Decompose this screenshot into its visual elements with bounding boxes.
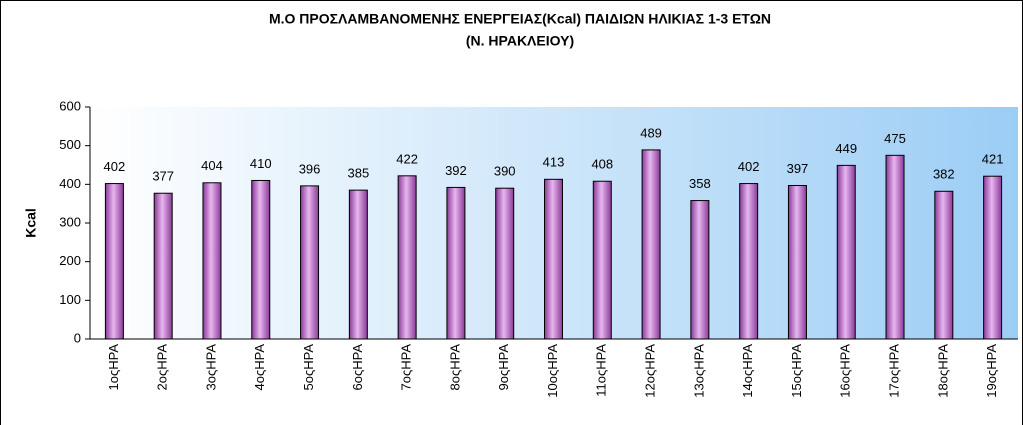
data-label: 377 [152, 169, 174, 184]
bar [446, 186, 466, 340]
x-tick-label: 7οςΗΡΑ [399, 344, 414, 391]
bar [495, 187, 515, 340]
bar [153, 192, 173, 340]
data-label: 385 [347, 166, 369, 181]
bar [202, 182, 222, 340]
x-tick-label: 15οςΗΡΑ [789, 344, 804, 398]
y-tick-label: 600 [59, 98, 81, 113]
x-tick-label: 10οςΗΡΑ [545, 344, 560, 398]
data-label: 382 [933, 167, 955, 182]
bar [397, 175, 417, 340]
y-axis-label: Kcal [23, 208, 39, 238]
x-tick-label: 4οςΗΡΑ [252, 344, 267, 391]
bar [983, 175, 1003, 340]
chart-subtitle: (Ν. ΗΡΑΚΛΕΙΟΥ) [466, 33, 574, 49]
x-tick-label: 6οςΗΡΑ [350, 344, 365, 391]
x-tick-label: 14οςΗΡΑ [740, 344, 755, 398]
bar [690, 200, 710, 340]
bar [641, 149, 661, 340]
bar [544, 178, 563, 340]
bar [300, 185, 320, 340]
x-tick-label: 5οςΗΡΑ [301, 344, 316, 391]
data-label: 402 [738, 159, 760, 174]
bar [836, 164, 856, 340]
data-label: 404 [201, 158, 223, 173]
x-tick-label: 3οςΗΡΑ [203, 344, 218, 391]
x-tick-label: 9οςΗΡΑ [496, 344, 511, 391]
x-tick-label: 19οςΗΡΑ [984, 344, 999, 398]
y-tick-label: 500 [59, 137, 81, 152]
x-tick-label: 1οςΗΡΑ [106, 344, 121, 391]
data-label: 410 [250, 156, 272, 171]
data-label: 449 [835, 141, 857, 156]
bar [104, 183, 124, 340]
y-tick-label: 200 [59, 253, 81, 268]
y-tick-label: 400 [59, 176, 81, 191]
data-label: 421 [982, 152, 1004, 167]
bar [739, 183, 759, 340]
x-tick-label: 11οςΗΡΑ [594, 344, 609, 397]
x-tick-label: 13οςΗΡΑ [691, 344, 706, 398]
data-label: 422 [396, 151, 418, 166]
data-label: 489 [640, 125, 662, 140]
y-tick-label: 300 [59, 214, 81, 229]
data-label: 413 [543, 155, 565, 170]
x-tick-label: 16οςΗΡΑ [838, 344, 853, 398]
x-tick-label: 18οςΗΡΑ [935, 344, 950, 398]
chart-title: Μ.Ο ΠΡΟΣΛΑΜΒΑΝΟΜΕΝΗΣ ΕΝΕΡΓΕΙΑΣ(Kcal) ΠΑΙ… [269, 11, 771, 27]
bar [885, 154, 905, 340]
data-label: 475 [884, 131, 906, 146]
bar [592, 180, 612, 340]
bar [934, 190, 954, 340]
x-tick-label: 12οςΗΡΑ [643, 344, 658, 398]
x-tick-label: 17οςΗΡΑ [886, 344, 901, 398]
bar [348, 189, 368, 340]
y-tick-label: 0 [74, 330, 81, 345]
data-label: 408 [591, 157, 613, 172]
y-tick-label: 100 [59, 292, 81, 307]
x-tick-label: 2οςΗΡΑ [155, 344, 170, 391]
bar [787, 184, 807, 340]
x-tick-label: 8οςΗΡΑ [447, 344, 462, 391]
data-label: 392 [445, 163, 467, 178]
data-label: 402 [104, 159, 126, 174]
data-label: 390 [494, 164, 516, 179]
data-label: 358 [689, 176, 711, 191]
data-label: 397 [787, 161, 809, 176]
data-label: 396 [299, 161, 321, 176]
bar [251, 179, 271, 340]
